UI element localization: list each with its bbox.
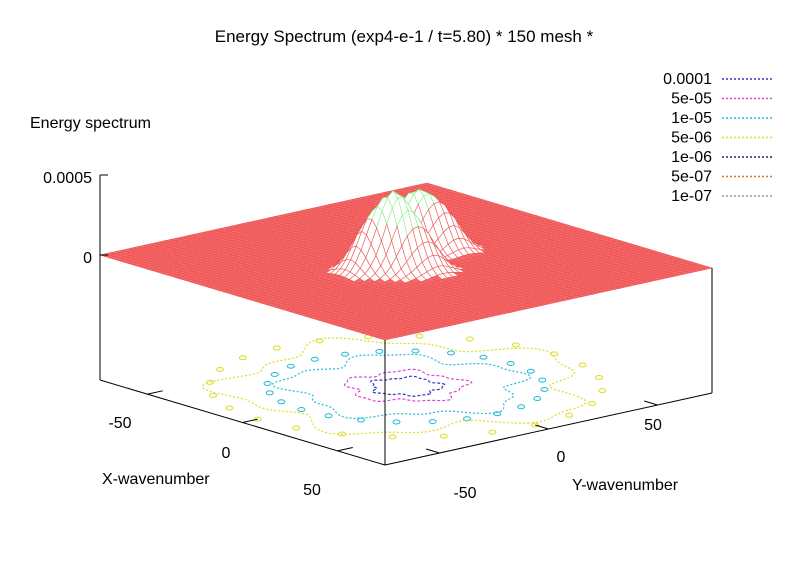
contour-blob (238, 355, 247, 361)
y-tick-label: 50 (644, 417, 662, 434)
contour-blob (265, 390, 274, 396)
contour-blob (488, 429, 497, 435)
legend-label: 1e-05 (671, 110, 712, 127)
contour-blob (531, 422, 540, 428)
x-tick-label: 50 (303, 482, 321, 499)
plot-frame (99, 174, 713, 466)
legend: 0.0001 5e-05 1e-05 5e-06 1e-06 5e-07 1e-07 (663, 71, 774, 205)
contour-blob (205, 379, 214, 385)
contour-blob (493, 411, 502, 417)
contour-ring (201, 337, 587, 435)
contour-blob (533, 396, 542, 402)
x-tick-label: -50 (108, 415, 131, 432)
contour-blob (253, 416, 262, 422)
legend-label: 5e-05 (671, 91, 712, 108)
contour-blob (506, 360, 515, 366)
contour-blob (428, 419, 437, 425)
x-tick-mark (147, 390, 163, 395)
y-tick-label: -50 (453, 485, 476, 502)
contour-blob (479, 354, 488, 360)
contour-blob (277, 399, 286, 405)
x-axis-label: X-wavenumber (102, 471, 210, 488)
contour-blob (215, 366, 224, 372)
contour-blob (392, 419, 401, 425)
contour-blob (538, 377, 547, 383)
contour-blob (375, 348, 384, 354)
y-tick-mark (535, 424, 549, 430)
contour-blob (388, 434, 397, 440)
contour-blob (411, 348, 420, 354)
y-tick-mark (426, 448, 440, 454)
contour-blob (324, 413, 333, 419)
x-tick-mark (337, 446, 353, 452)
y-axis-label: Y-wavenumber (572, 477, 679, 494)
contour-blob (270, 371, 279, 377)
y-tick-mark (644, 400, 658, 406)
base-plane (100, 308, 712, 465)
contour-blob (263, 381, 272, 387)
contour-blob (225, 405, 234, 411)
legend-label: 0.0001 (663, 71, 712, 88)
contour-blob (526, 368, 535, 374)
legend-label: 1e-07 (671, 188, 712, 205)
legend-label: 1e-06 (671, 149, 712, 166)
chart-title: Energy Spectrum (exp4-e-1 / t=5.80) * 15… (215, 27, 594, 46)
contour-blob (338, 431, 347, 437)
contour-blob (550, 351, 559, 357)
contour-blob (415, 333, 424, 339)
z-tick-label: 0.0005 (43, 170, 92, 187)
contour-blob (356, 417, 365, 423)
contour-blob (292, 425, 301, 431)
contour-blob (310, 356, 319, 362)
x-tick-label: 0 (222, 445, 231, 462)
contour-blob (439, 433, 448, 439)
contour-blob (565, 412, 574, 418)
contour-blob (315, 338, 324, 344)
z-axis-label: Energy spectrum (30, 115, 151, 132)
contour-blob (272, 345, 281, 351)
legend-label: 5e-07 (671, 169, 712, 186)
contour-blob (465, 336, 474, 342)
contour-blob (209, 393, 218, 399)
contour-ring (272, 353, 532, 420)
legend-label: 5e-06 (671, 130, 712, 147)
y-tick-label: 0 (557, 449, 566, 466)
z-tick-label: 0 (83, 250, 92, 267)
contour-blob (340, 351, 349, 357)
surface-cell (379, 337, 392, 341)
contour-blob (594, 374, 603, 380)
contour-blob (511, 342, 520, 348)
contour-blob (598, 388, 607, 394)
x-tick-mark (242, 418, 258, 423)
contour-blob (578, 362, 587, 368)
contour-blob (447, 350, 456, 356)
contour-base (100, 308, 712, 465)
contour-blob (286, 363, 295, 369)
contour-blob (588, 401, 597, 407)
contour-blob (297, 407, 306, 413)
contour-blob (517, 404, 526, 410)
surface-plot (98, 182, 714, 341)
contour-ring (343, 368, 473, 402)
contour-blob (540, 386, 549, 392)
